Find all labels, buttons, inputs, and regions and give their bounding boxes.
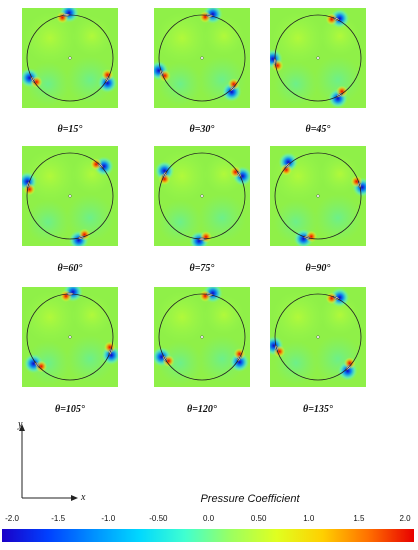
coordinate-axes — [8, 418, 98, 504]
high-pressure-region — [103, 341, 116, 354]
pressure-field — [154, 287, 250, 387]
hub — [68, 194, 72, 198]
y-axis-label: y — [18, 419, 23, 430]
panel-caption: θ=15° — [57, 124, 83, 135]
hub — [68, 56, 72, 60]
high-pressure-region — [280, 163, 293, 176]
high-pressure-region — [200, 231, 212, 243]
rotor-circle — [26, 293, 114, 381]
high-pressure-region — [60, 290, 72, 302]
colorbar-tick-label: -1.0 — [101, 514, 116, 523]
high-pressure-region — [305, 230, 318, 243]
colorbar — [2, 529, 414, 542]
colorbar-tick-label: -1.5 — [51, 514, 66, 523]
hub — [200, 335, 204, 339]
high-pressure-region — [56, 11, 69, 24]
high-pressure-region — [199, 289, 212, 302]
hub — [316, 335, 320, 339]
colorbar-tick-label: 1.0 — [303, 514, 315, 523]
hub — [316, 56, 320, 60]
hub — [200, 56, 204, 60]
axes-arrows — [19, 424, 78, 501]
panel-caption: θ=60° — [57, 263, 83, 274]
colorbar-tick-label: -0.50 — [149, 514, 168, 523]
hub — [68, 335, 72, 339]
x-axis-label: x — [81, 492, 86, 503]
panel-caption: θ=135° — [303, 404, 333, 415]
pressure-field — [270, 8, 366, 108]
rotor-circle — [26, 14, 114, 102]
colorbar-tick-label: -2.0 — [5, 514, 19, 523]
pressure-field — [154, 146, 250, 246]
panel-4 — [22, 146, 118, 246]
hub — [200, 194, 204, 198]
panel-7 — [22, 287, 118, 387]
high-pressure-region — [23, 183, 36, 196]
hub — [316, 194, 320, 198]
pressure-field — [22, 8, 118, 108]
pressure-field — [270, 146, 366, 246]
rotor-circle — [158, 293, 246, 381]
panel-caption: θ=30° — [189, 124, 215, 135]
panel-9 — [270, 287, 366, 387]
colorbar-tick-label: 2.0 — [399, 514, 411, 523]
panel-caption: θ=120° — [187, 404, 217, 415]
rotor-circle — [158, 14, 246, 102]
panel-8 — [154, 287, 250, 387]
colorbar-title: Pressure Coefficient — [200, 493, 300, 505]
high-pressure-region — [227, 78, 240, 91]
panel-3 — [270, 8, 366, 108]
high-pressure-region — [90, 158, 103, 171]
high-pressure-region — [343, 357, 356, 370]
panel-1 — [22, 8, 118, 108]
panel-caption: θ=75° — [189, 263, 215, 274]
colorbar-tick-label: 1.5 — [353, 514, 365, 523]
high-pressure-region — [271, 59, 284, 72]
high-pressure-region — [35, 360, 48, 373]
rotor-circle — [274, 14, 362, 102]
rotor-circle — [274, 293, 362, 381]
panel-6 — [270, 146, 366, 246]
pressure-field — [22, 287, 118, 387]
colorbar-tick-label: 0.0 — [202, 514, 215, 523]
panel-caption: θ=105° — [55, 404, 85, 415]
pressure-field — [270, 287, 366, 387]
panel-caption: θ=90° — [305, 263, 331, 274]
rotor-circle — [274, 152, 362, 240]
panel-5 — [154, 146, 250, 246]
panel-2 — [154, 8, 250, 108]
pressure-field — [154, 8, 250, 108]
pressure-field — [22, 146, 118, 246]
rotor-circle — [158, 152, 246, 240]
rotor-circle — [26, 152, 114, 240]
panel-caption: θ=45° — [305, 124, 331, 135]
high-pressure-region — [199, 10, 212, 23]
colorbar-tick-label: 0.50 — [250, 514, 267, 523]
